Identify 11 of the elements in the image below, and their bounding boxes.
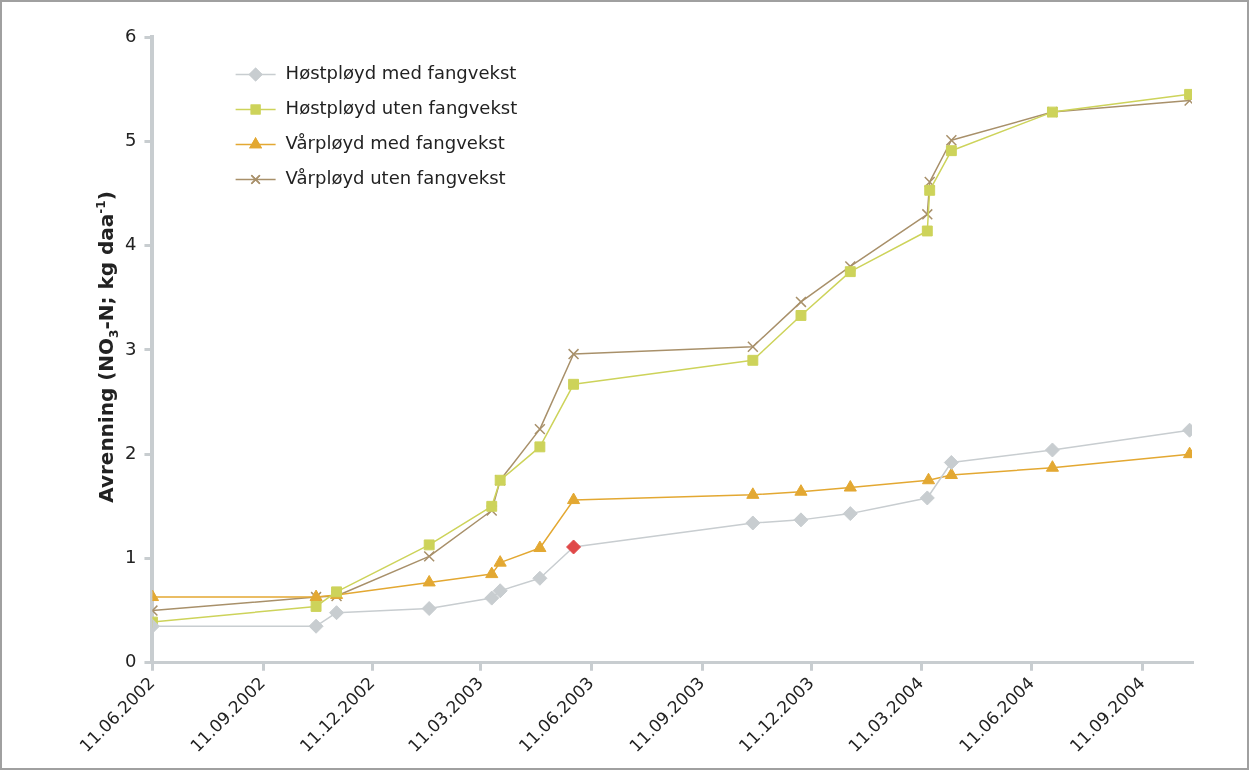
legend-label: Vårpløyd med fangvekst (285, 132, 505, 154)
legend-label: Høstpløyd uten fangvekst (285, 97, 518, 119)
y-tick-label: 3 (125, 337, 137, 359)
y-tick-label: 5 (125, 128, 137, 150)
y-tick-label: 0 (125, 650, 137, 672)
legend-label: Høstpløyd med fangvekst (285, 62, 517, 84)
y-tick-label: 4 (125, 233, 137, 255)
y-tick-label: 2 (125, 441, 137, 463)
legend-label: Vårpløyd uten fangvekst (285, 167, 506, 189)
y-tick-label: 6 (125, 24, 137, 46)
y-tick-label: 1 (125, 546, 137, 568)
